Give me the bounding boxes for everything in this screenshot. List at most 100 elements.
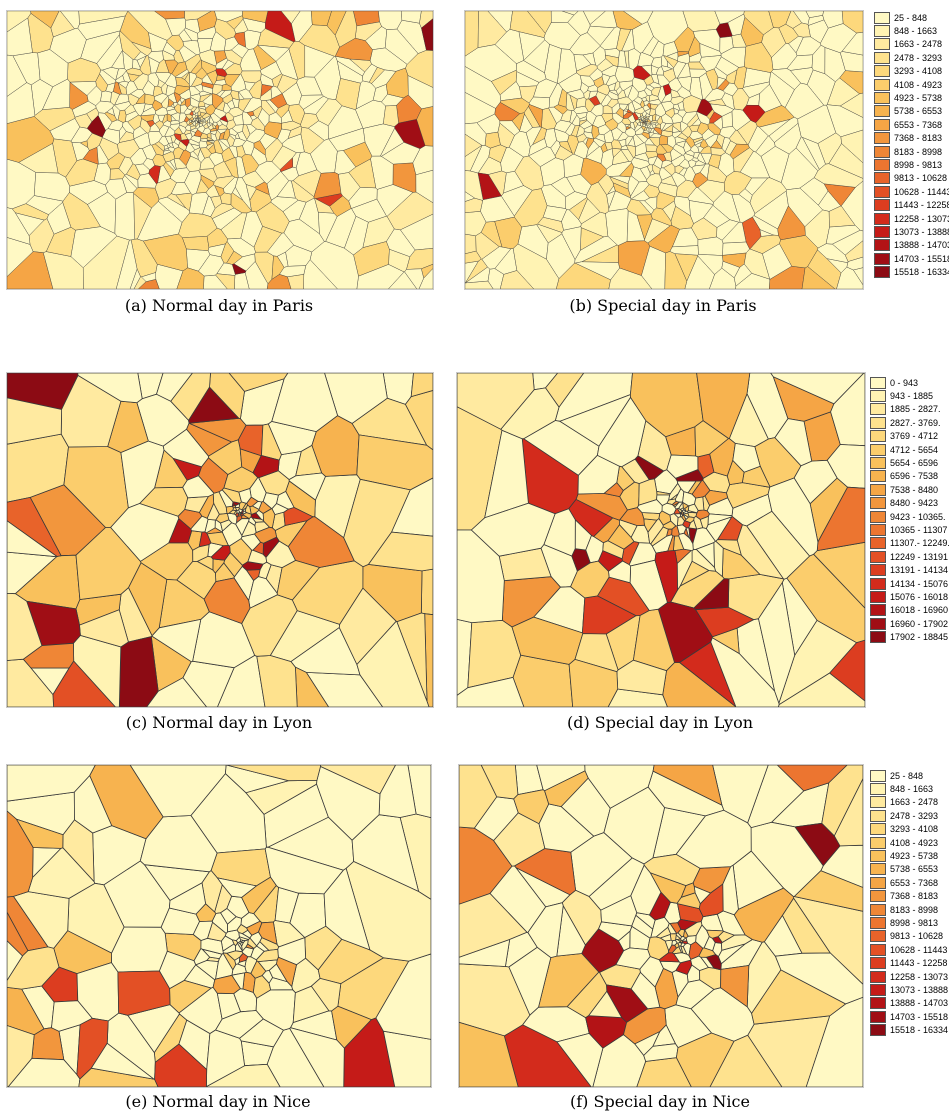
voronoi-map-lyon-normal xyxy=(7,373,433,707)
voronoi-cell xyxy=(144,93,156,106)
voronoi-cell xyxy=(585,111,597,126)
voronoi-cell xyxy=(705,929,725,939)
voronoi-cell xyxy=(70,226,118,268)
voronoi-cell xyxy=(759,229,774,237)
voronoi-cell xyxy=(710,140,723,149)
legend-entry: 11307.- 12249. xyxy=(870,537,949,550)
voronoi-cell xyxy=(106,107,115,116)
voronoi-cell xyxy=(239,1018,284,1048)
voronoi-cell xyxy=(465,233,477,255)
voronoi-cell xyxy=(133,276,147,289)
voronoi-cell xyxy=(609,176,629,190)
voronoi-cell xyxy=(15,818,64,849)
voronoi-cell xyxy=(678,532,694,552)
voronoi-cell xyxy=(203,577,251,624)
voronoi-cell xyxy=(253,140,266,156)
legend-entry: 2827.- 3769. xyxy=(870,416,949,429)
legend-entry: 848 - 1663 xyxy=(874,24,949,38)
voronoi-cell xyxy=(548,83,563,108)
voronoi-cell xyxy=(367,531,433,572)
voronoi-cell xyxy=(628,48,641,70)
voronoi-cell xyxy=(813,163,863,188)
voronoi-cell xyxy=(132,59,141,70)
legend-label: 8998 - 9813 xyxy=(890,917,939,928)
voronoi-cell xyxy=(644,119,647,122)
legend-swatch xyxy=(874,239,890,252)
voronoi-cell xyxy=(470,502,556,557)
voronoi-cell xyxy=(685,935,697,946)
legend-label: 10628 - 11443 xyxy=(894,186,949,197)
legend-swatch xyxy=(874,105,890,118)
voronoi-cell xyxy=(608,190,632,212)
voronoi-cell xyxy=(126,163,141,181)
legend-swatch xyxy=(870,983,886,996)
voronoi-cell xyxy=(615,947,651,970)
voronoi-cell xyxy=(219,192,232,205)
voronoi-cell xyxy=(553,104,568,115)
voronoi-cell xyxy=(240,70,262,84)
voronoi-cell xyxy=(69,81,97,96)
voronoi-cell xyxy=(823,183,856,207)
voronoi-cell xyxy=(675,1032,735,1087)
voronoi-cell xyxy=(231,504,237,509)
voronoi-cell xyxy=(219,119,228,127)
voronoi-cell xyxy=(228,145,238,158)
legend-label: 848 - 1663 xyxy=(894,26,938,37)
voronoi-cell xyxy=(111,50,125,70)
legend-entry: 13073 - 13888 xyxy=(874,225,949,238)
legend-label: 10628 - 11443 xyxy=(890,944,948,955)
voronoi-cell xyxy=(679,513,684,518)
voronoi-cell xyxy=(554,145,574,161)
legend-swatch xyxy=(874,212,890,225)
voronoi-cell xyxy=(185,132,193,141)
voronoi-cell xyxy=(242,11,269,23)
voronoi-cell xyxy=(268,977,294,991)
legend-entry: 3293 - 4108 xyxy=(870,823,948,836)
legend-entry: 8183 - 8998 xyxy=(870,903,948,916)
voronoi-cell xyxy=(246,128,266,144)
voronoi-cell xyxy=(42,78,71,110)
legend-entry: 5738 - 6553 xyxy=(870,863,948,876)
voronoi-cell xyxy=(194,115,199,119)
voronoi-cell xyxy=(536,223,563,244)
voronoi-cell xyxy=(715,56,739,76)
legend-label: 12258 - 13073 xyxy=(894,213,949,224)
voronoi-cell xyxy=(683,140,692,153)
voronoi-cell xyxy=(192,121,196,127)
legend-label: 7538 - 8480 xyxy=(890,484,939,495)
voronoi-cell xyxy=(258,921,278,945)
voronoi-cell xyxy=(323,867,371,951)
voronoi-cell xyxy=(623,84,633,98)
voronoi-cell xyxy=(625,103,630,110)
voronoi-cell xyxy=(821,765,863,837)
legend-label: 4108 - 4923 xyxy=(890,837,939,848)
legend-label: 6596 - 7538 xyxy=(890,471,939,482)
legend-label: 15518 - 16334 xyxy=(894,267,949,278)
legend-swatch xyxy=(870,457,886,470)
voronoi-cell xyxy=(811,44,826,74)
voronoi-cell xyxy=(220,241,235,264)
voronoi-cell xyxy=(228,509,237,515)
voronoi-cell xyxy=(637,121,642,126)
voronoi-cell xyxy=(206,140,215,144)
legend-swatch xyxy=(870,930,886,943)
voronoi-cell xyxy=(528,104,543,128)
voronoi-cell xyxy=(238,487,252,504)
voronoi-cell xyxy=(7,520,58,558)
voronoi-cell xyxy=(633,96,643,105)
voronoi-cell xyxy=(736,524,785,580)
voronoi-cell xyxy=(226,99,236,110)
caption-b: (b) Special day in Paris xyxy=(569,296,757,315)
legend-label: 3293 - 4108 xyxy=(890,824,939,835)
voronoi-cell xyxy=(666,454,699,479)
voronoi-cell xyxy=(238,932,251,940)
voronoi-cell xyxy=(699,515,709,530)
voronoi-cell xyxy=(677,100,685,111)
voronoi-cell xyxy=(212,974,241,995)
voronoi-cell xyxy=(7,397,63,445)
voronoi-cell xyxy=(465,133,483,157)
legend-label: 5738 - 6553 xyxy=(894,106,943,117)
voronoi-cell xyxy=(836,266,863,289)
voronoi-cell xyxy=(206,502,220,521)
voronoi-cell xyxy=(168,517,193,544)
